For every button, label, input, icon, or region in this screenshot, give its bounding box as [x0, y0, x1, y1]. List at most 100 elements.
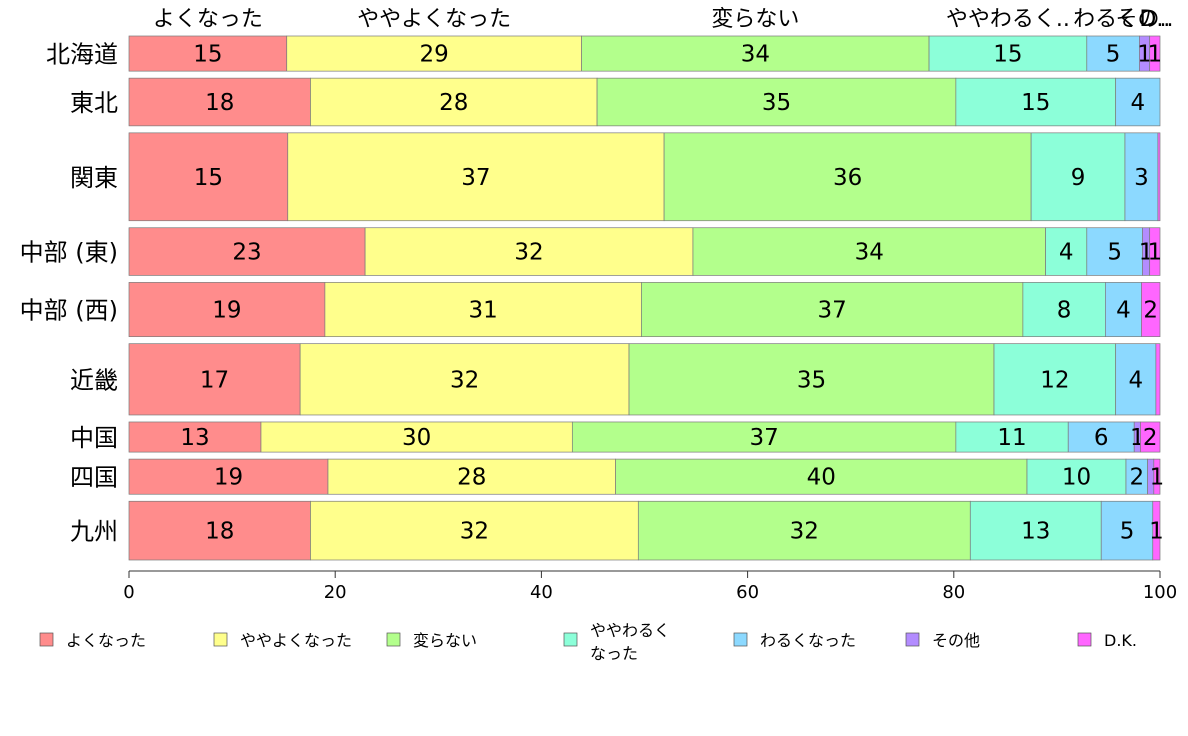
bar-segment	[1153, 458, 1161, 495]
legend-item: わるくなった	[733, 631, 856, 650]
bar-segment	[128, 77, 311, 127]
legend-label: わるくなった	[760, 631, 856, 650]
bar-segment	[128, 458, 329, 495]
bar-segment	[928, 35, 1088, 72]
x-tick-label: 80	[942, 582, 965, 603]
bar-segment	[955, 421, 1069, 453]
data-label: 32	[790, 519, 819, 545]
row-label: 中国	[70, 424, 118, 452]
data-label: 34	[741, 42, 770, 68]
row-label: 中部 (東)	[20, 239, 118, 267]
bar-segment	[1026, 458, 1127, 495]
data-label: 40	[807, 465, 836, 491]
data-label: 32	[450, 367, 479, 393]
legend-label-line2: なった	[590, 644, 638, 663]
legend-label: D.K.	[1104, 631, 1137, 650]
bar-segment	[1140, 421, 1161, 453]
data-label: 15	[993, 42, 1022, 68]
bar-row: 18 32 32 13 5 1	[128, 500, 1164, 561]
bar-row: 17 32 35 12 4	[128, 343, 1161, 416]
bar-segment	[128, 500, 311, 561]
x-tick-label: 100	[1143, 582, 1177, 603]
top-label: ややよくなった	[357, 7, 511, 32]
bar-row: 19 31 37 8 4 2	[128, 282, 1161, 338]
bar-segment	[128, 132, 289, 222]
data-label: 1	[1137, 42, 1152, 68]
data-label: 6	[1094, 425, 1109, 451]
data-label: 5	[1106, 42, 1121, 68]
data-label: 37	[817, 298, 846, 324]
bar-segment	[615, 458, 1028, 495]
data-label: 9	[1071, 165, 1086, 191]
data-label: 13	[1021, 519, 1050, 545]
data-label: 5	[1120, 519, 1135, 545]
data-label: 37	[461, 165, 490, 191]
data-label: 1	[1149, 519, 1164, 545]
bar-segment	[327, 458, 616, 495]
x-tick-label: 40	[530, 582, 553, 603]
data-label: 23	[232, 240, 261, 266]
data-label: 32	[514, 240, 543, 266]
legend-swatch	[386, 632, 401, 647]
data-label: 1	[1148, 42, 1163, 68]
bar-segment	[1115, 343, 1157, 416]
legend-label: よくなった	[66, 631, 146, 650]
legend-item: ややよくなった	[213, 631, 352, 650]
bar-segment	[128, 421, 262, 453]
row-label: 東北	[70, 89, 118, 117]
top-label: その..	[1116, 7, 1174, 32]
x-tick-label: 60	[736, 582, 759, 603]
data-label: 1	[1150, 465, 1165, 491]
row-label: 中部 (西)	[20, 297, 118, 325]
x-tick-label: 20	[324, 582, 347, 603]
x-axis: 0 20 40 60 80 100	[123, 570, 1177, 603]
legend-swatch	[213, 632, 228, 647]
bar-segment	[128, 282, 326, 338]
bar-segment	[1141, 282, 1161, 338]
bar-segment	[955, 77, 1117, 127]
data-label: 4	[1116, 298, 1131, 324]
top-label: わるく..	[1073, 7, 1153, 32]
data-label: 28	[439, 90, 468, 116]
data-label: 15	[1021, 90, 1050, 116]
bar-segment	[641, 282, 1024, 338]
data-label: 4	[1059, 240, 1074, 266]
bar-segment	[571, 421, 957, 453]
bar-row: 23 32 34 4 5 11	[128, 227, 1163, 276]
data-label: 2	[1143, 298, 1158, 324]
data-label: 15	[194, 165, 223, 191]
data-label: 30	[402, 425, 431, 451]
bar-segment	[310, 500, 639, 561]
bar-segment	[993, 343, 1117, 416]
top-label: よくなった	[153, 7, 263, 32]
bar-row: 15 37 36 9 3	[128, 132, 1161, 222]
legend-swatch	[39, 632, 54, 647]
x-tick-label: 0	[123, 582, 134, 603]
bar-segment	[1115, 77, 1161, 127]
data-label: 2	[1129, 465, 1144, 491]
bar-segment	[1067, 421, 1135, 453]
legend-item: よくなった	[39, 631, 146, 650]
data-label: 18	[205, 90, 234, 116]
data-label: 1	[1148, 240, 1163, 266]
data-label: 18	[205, 519, 234, 545]
bar-segment	[1100, 500, 1154, 561]
legend-swatch	[1077, 632, 1092, 647]
legend-label: ややわるく	[590, 621, 670, 640]
data-label: 3	[1134, 165, 1149, 191]
bar-segment	[128, 343, 301, 416]
data-label: 11	[997, 425, 1026, 451]
data-label: 4	[1128, 367, 1143, 393]
bar-segment	[692, 227, 1046, 276]
row-label: 近畿	[70, 366, 118, 394]
legend-item: 変らない	[386, 631, 477, 650]
legend-swatch	[563, 632, 578, 647]
bar-segment	[1086, 227, 1143, 276]
data-label: 32	[460, 519, 489, 545]
bar-segment	[324, 282, 642, 338]
